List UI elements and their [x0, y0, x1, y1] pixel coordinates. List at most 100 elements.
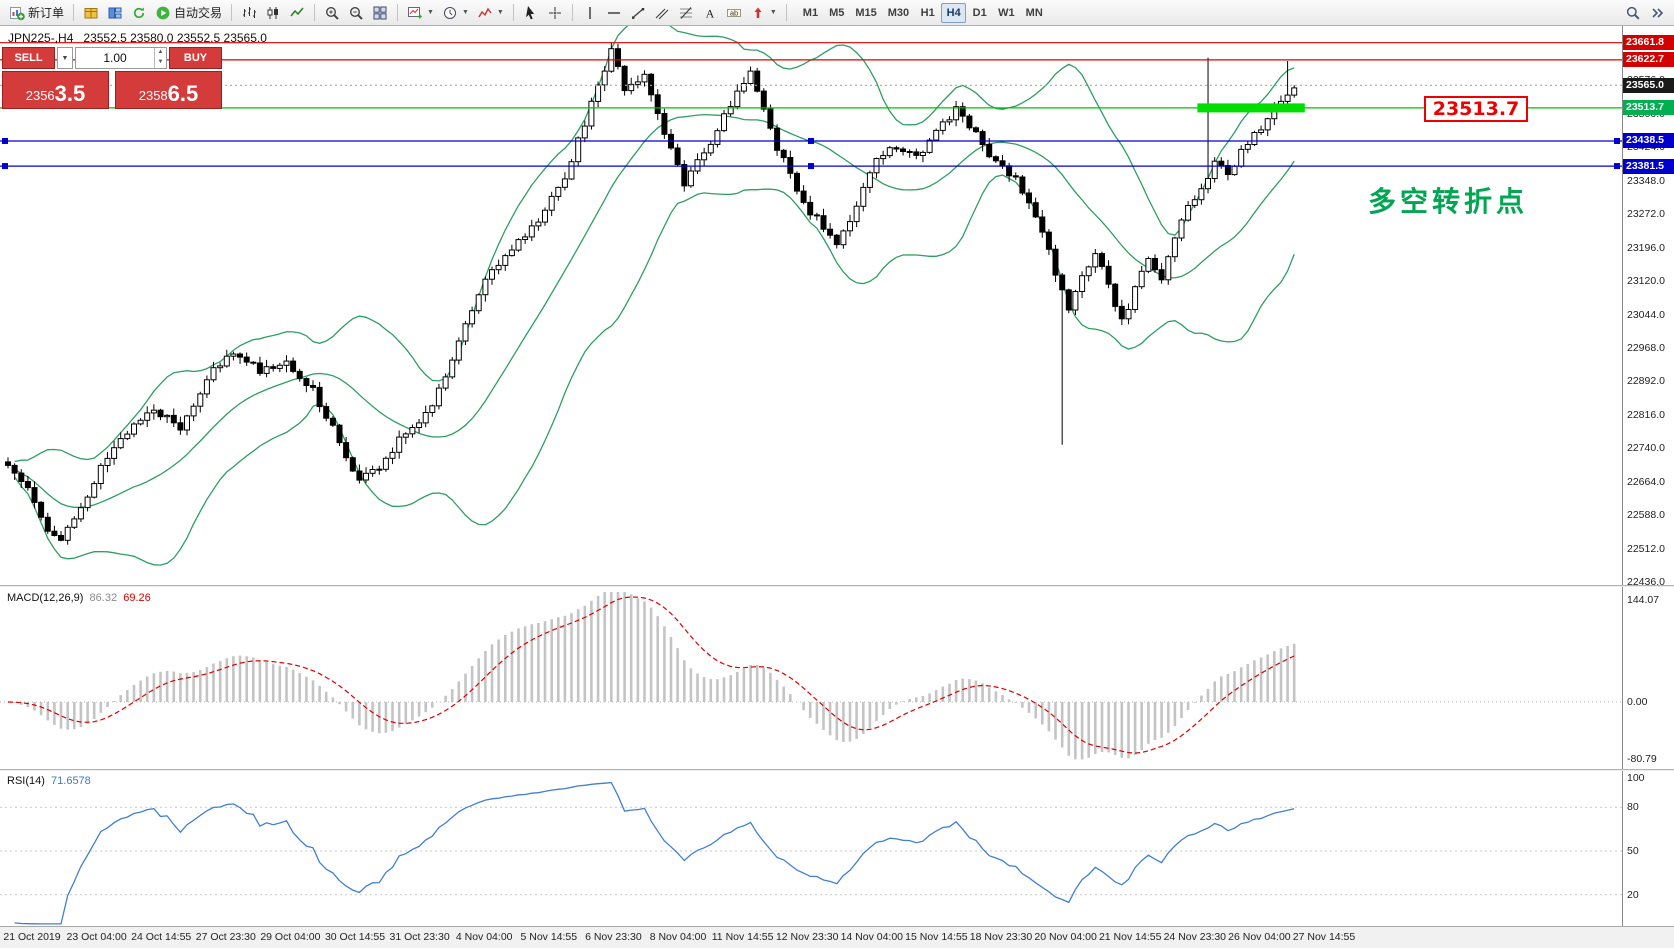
candlestick-chart-button[interactable] [261, 2, 285, 23]
new-order-label: 新订单 [28, 6, 65, 20]
line-handle[interactable] [808, 163, 814, 170]
timeframe-button-m1[interactable]: M1 [802, 6, 819, 19]
macd-indicator-panel[interactable] [0, 588, 1622, 769]
buy-price-big: 6.5 [167, 81, 199, 106]
one-click-trading-panel: SELL ▼ 1.00 ▲ ▼ BUY 2356 3.5 2358 6.5 [2, 47, 222, 109]
trendline-button[interactable] [626, 2, 650, 23]
toolbar-overflow-button[interactable] [1645, 2, 1669, 23]
tile-windows-button[interactable] [368, 2, 392, 23]
text-label-icon: ab [726, 8, 741, 17]
price-level-callout[interactable]: 23513.7 [1424, 96, 1528, 122]
text-label-button[interactable]: ab [722, 2, 746, 23]
timeframe-button-h1[interactable]: H1 [920, 6, 935, 19]
text-button[interactable]: A [698, 2, 722, 23]
refresh-icon [133, 6, 145, 18]
level-lines[interactable] [0, 42, 1622, 170]
arrows-button[interactable]: ▼ [746, 2, 781, 23]
sell-price-main: 2356 [25, 88, 55, 103]
buy-price-display[interactable]: 2358 6.5 [115, 71, 222, 109]
line-handle[interactable] [2, 163, 8, 170]
refresh-button[interactable] [127, 2, 151, 23]
price-scale[interactable]: 23652.023576.023500.023424.023348.023272… [1622, 26, 1674, 926]
periods-button[interactable]: ▼ [438, 2, 473, 23]
panel-splitter[interactable] [0, 769, 1674, 771]
navigator-button[interactable] [103, 2, 127, 23]
bollinger-bands [14, 26, 1295, 566]
fibonacci-button[interactable] [674, 2, 698, 23]
time-axis-label: 8 Nov 04:00 [649, 931, 707, 943]
turning-point-annotation[interactable]: 多空转折点 [1368, 186, 1529, 217]
line-chart-button[interactable] [285, 2, 309, 23]
horizontal-line-icon [607, 11, 620, 14]
main-toolbar: 新订单 自动交易 [0, 0, 1674, 26]
volume-value[interactable]: 1.00 [103, 51, 127, 65]
market-watch-button[interactable] [79, 2, 103, 23]
price-tick-label: 23196.0 [1627, 241, 1665, 254]
indicators-button[interactable]: ▼ [473, 2, 508, 23]
buy-button[interactable]: BUY [169, 47, 222, 69]
new-order-icon [10, 6, 25, 20]
volume-field[interactable]: 1.00 ▲ ▼ [75, 47, 167, 69]
zoom-in-button[interactable] [320, 2, 344, 23]
timeframe-button-m5[interactable]: M5 [829, 6, 845, 19]
price-tick-label: 22664.0 [1627, 475, 1665, 488]
tile-windows-icon [373, 6, 387, 19]
line-handle[interactable] [1614, 163, 1620, 170]
channel-button[interactable] [650, 2, 674, 23]
autotrading-play-icon [156, 6, 170, 19]
volume-stepper[interactable]: ▲ ▼ [154, 48, 166, 68]
timeframe-button-w1[interactable]: W1 [998, 6, 1015, 19]
crosshair-button[interactable] [543, 2, 567, 23]
sell-button[interactable]: SELL [2, 47, 55, 69]
time-axis-label: 31 Oct 23:30 [389, 931, 450, 943]
channel-icon [655, 8, 669, 19]
price-tick-label: 23120.0 [1627, 275, 1665, 288]
time-axis-label: 15 Nov 14:55 [905, 931, 968, 943]
new-order-button[interactable]: 新订单 [5, 2, 68, 23]
dropdown-arrow-icon: ▼ [461, 9, 469, 16]
toolbar-separator [314, 4, 316, 21]
timeframe-button-m15[interactable]: M15 [855, 6, 877, 19]
main-price-chart[interactable] [0, 26, 1622, 585]
search-button[interactable] [1621, 2, 1645, 23]
zoom-out-button[interactable] [344, 2, 368, 23]
stepper-up-icon[interactable]: ▲ [157, 49, 164, 55]
rsi-header: RSI(14) 71.6578 [7, 775, 91, 787]
time-axis[interactable]: 21 Oct 2019 23 Oct 04:00 24 Oct 14:55 27 Oc… [0, 926, 1674, 948]
volume-dropdown[interactable]: ▼ [57, 47, 73, 69]
cursor-button[interactable] [519, 2, 543, 23]
autotrading-button[interactable]: 自动交易 [151, 2, 226, 23]
crosshair-icon [548, 6, 561, 19]
stepper-down-icon[interactable]: ▼ [157, 59, 164, 65]
fibonacci-icon [679, 6, 692, 19]
time-axis-label: 26 Nov 04:00 [1228, 931, 1291, 943]
rsi-scale-label: 80 [1627, 801, 1639, 814]
timeframe-button-h4[interactable]: H4 [941, 2, 967, 23]
timeframe-button-d1[interactable]: D1 [972, 6, 987, 19]
toolbar-separator [73, 4, 75, 21]
bar-chart-button[interactable] [237, 2, 261, 23]
vertical-line-button[interactable] [578, 2, 602, 23]
panel-splitter[interactable] [0, 585, 1674, 587]
line-handle[interactable] [808, 137, 814, 144]
price-line-label: 23381.5 [1623, 158, 1674, 174]
sell-price-display[interactable]: 2356 3.5 [2, 71, 109, 109]
toolbar-separator [571, 4, 573, 21]
autotrading-label: 自动交易 [174, 6, 223, 20]
rsi-indicator-panel[interactable] [0, 771, 1622, 926]
cursor-arrow-icon [525, 5, 535, 19]
line-handle[interactable] [1614, 137, 1620, 144]
svg-text:ab: ab [730, 8, 738, 17]
highlight-segment[interactable] [1197, 103, 1305, 113]
price-tick-label: 23348.0 [1627, 174, 1665, 187]
candles [5, 42, 1298, 545]
macd-value: 86.32 [89, 592, 118, 604]
timeframe-button-m30[interactable]: M30 [887, 6, 910, 19]
line-handle[interactable] [2, 137, 8, 144]
timeframe-button-mn[interactable]: MN [1025, 6, 1043, 19]
trendline-icon [631, 7, 645, 19]
candlestick-chart-icon [267, 6, 279, 19]
horizontal-line-button[interactable] [602, 2, 626, 23]
new-chart-button[interactable]: ▼ [403, 2, 438, 23]
dropdown-arrow-icon: ▼ [496, 9, 504, 16]
